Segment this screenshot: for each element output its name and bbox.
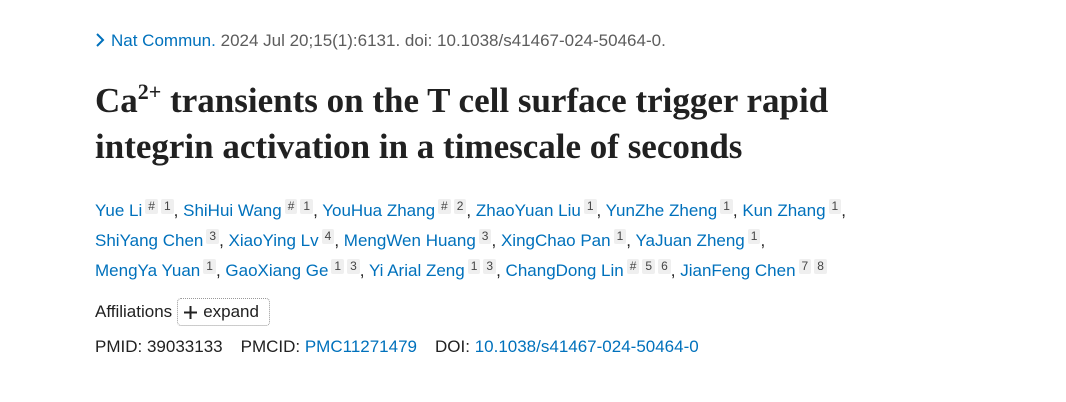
author-mark[interactable]: 1 — [720, 199, 733, 214]
author-mark[interactable]: 1 — [300, 199, 314, 214]
author: XingChao Pan 1, — [500, 229, 632, 250]
expand-label: expand — [203, 302, 259, 321]
author-link[interactable]: YouHua Zhang — [322, 201, 436, 220]
plus-icon — [184, 305, 198, 319]
author: Yue Li #1, — [95, 199, 179, 220]
author-mark[interactable]: 6 — [658, 259, 671, 274]
separator: , — [626, 231, 632, 250]
affiliations-label: Affiliations — [95, 302, 173, 321]
author-link[interactable]: YaJuan Zheng — [635, 231, 745, 250]
author-mark[interactable]: 1 — [467, 259, 481, 274]
identifier-value[interactable]: 10.1038/s41467-024-50464-0 — [474, 337, 699, 356]
author-mark[interactable]: 8 — [814, 259, 827, 274]
separator: , — [596, 201, 602, 220]
author-link[interactable]: MengYa Yuan — [95, 261, 201, 280]
author: ShiHui Wang #1, — [183, 199, 318, 220]
author: ChangDong Lin #5 6, — [505, 259, 676, 280]
chevron-icon — [96, 33, 105, 47]
separator: , — [841, 201, 846, 220]
expand-button[interactable]: expand — [177, 298, 270, 326]
author: YaJuan Zheng 1, — [635, 229, 766, 250]
separator: , — [496, 261, 501, 280]
author: Yi Arial Zeng 1 3, — [368, 259, 501, 280]
author: ZhaoYuan Liu 1, — [475, 199, 602, 220]
author-link[interactable]: JianFeng Chen — [680, 261, 796, 280]
separator: , — [670, 261, 676, 280]
author-list: Yue Li #1, ShiHui Wang #1, YouHua Zhang #2,… — [95, 196, 1015, 286]
author-link[interactable]: Yi Arial Zeng — [368, 261, 465, 280]
author: XiaoYing Lv 4, — [228, 229, 340, 250]
separator: , — [491, 231, 497, 250]
author-link[interactable]: GaoXiang Ge — [225, 261, 329, 280]
author: MengWen Huang 3, — [343, 229, 497, 250]
separator: , — [334, 231, 340, 250]
affiliations: Affiliations expand — [95, 298, 270, 326]
author: GaoXiang Ge 1 3, — [225, 259, 365, 280]
identifier-label: DOI: — [435, 337, 470, 356]
author: ShiYang Chen 3, — [95, 229, 224, 250]
separator: , — [760, 231, 766, 250]
separator: , — [219, 231, 224, 250]
identifier-label: PMCID: — [240, 337, 301, 356]
author: YunZhe Zheng 1, — [605, 199, 738, 220]
journal-link[interactable]: Nat Commun. — [111, 31, 216, 50]
title-superscript: 2+ — [137, 79, 162, 104]
author-mark[interactable]: 2 — [453, 199, 467, 214]
author: Kun Zhang 1, — [742, 199, 846, 220]
author-mark[interactable]: 1 — [203, 259, 216, 274]
author-mark[interactable]: # — [626, 259, 640, 274]
separator: , — [732, 201, 738, 220]
identifier: PMID: 39033133 — [95, 337, 223, 356]
identifiers: PMID: 39033133 PMCID: PMC11271479 DOI: 10.… — [95, 337, 717, 357]
identifier-value: 39033133 — [146, 337, 223, 356]
author-link[interactable]: ShiHui Wang — [183, 201, 282, 220]
author-mark[interactable]: 1 — [747, 229, 761, 244]
author-mark[interactable]: 7 — [798, 259, 812, 274]
article-title: Ca2+ transients on the T cell surface tr… — [95, 78, 925, 170]
identifier: PMCID: PMC11271479 — [241, 337, 417, 356]
citation-details: 2024 Jul 20;15(1):6131. doi: 10.1038/s41… — [220, 31, 666, 50]
author-mark[interactable]: 3 — [347, 259, 360, 274]
separator: , — [359, 261, 365, 280]
author-mark[interactable]: # — [284, 199, 298, 214]
author-mark[interactable]: 3 — [483, 259, 497, 274]
author-link[interactable]: YunZhe Zheng — [605, 201, 718, 220]
author-mark[interactable]: 1 — [331, 259, 345, 274]
author-link[interactable]: XiaoYing Lv — [228, 231, 319, 250]
citation: Nat Commun. 2024 Jul 20;15(1):6131. doi:… — [95, 31, 666, 51]
author-link[interactable]: Yue Li — [95, 201, 143, 220]
author-mark[interactable]: 3 — [478, 229, 492, 244]
author-link[interactable]: XingChao Pan — [500, 231, 611, 250]
author-mark[interactable]: # — [145, 199, 158, 214]
author-mark[interactable]: 5 — [642, 259, 656, 274]
title-rest: transients on the T cell surface trigger… — [95, 81, 829, 166]
author: YouHua Zhang #2, — [322, 199, 472, 220]
author-mark[interactable]: 1 — [160, 199, 174, 214]
identifier-label: PMID: — [95, 337, 143, 356]
author-mark[interactable]: 1 — [583, 199, 597, 214]
author-link[interactable]: ZhaoYuan Liu — [475, 201, 581, 220]
author-mark[interactable]: 4 — [321, 229, 335, 244]
author-mark[interactable]: # — [438, 199, 451, 214]
title-prefix: Ca — [95, 81, 138, 120]
separator: , — [215, 261, 221, 280]
author-link[interactable]: ShiYang Chen — [95, 231, 204, 250]
identifier-value[interactable]: PMC11271479 — [304, 337, 417, 356]
author: MengYa Yuan 1, — [95, 259, 221, 280]
separator: , — [466, 201, 472, 220]
identifier: DOI: 10.1038/s41467-024-50464-0 — [435, 337, 699, 356]
author-link[interactable]: Kun Zhang — [742, 201, 826, 220]
author-link[interactable]: ChangDong Lin — [505, 261, 624, 280]
separator: , — [313, 201, 318, 220]
author-mark[interactable]: 1 — [828, 199, 842, 214]
author-link[interactable]: MengWen Huang — [343, 231, 476, 250]
separator: , — [173, 201, 179, 220]
author-mark[interactable]: 1 — [613, 229, 627, 244]
author-mark[interactable]: 3 — [206, 229, 220, 244]
author: JianFeng Chen 7 8 — [680, 259, 827, 280]
